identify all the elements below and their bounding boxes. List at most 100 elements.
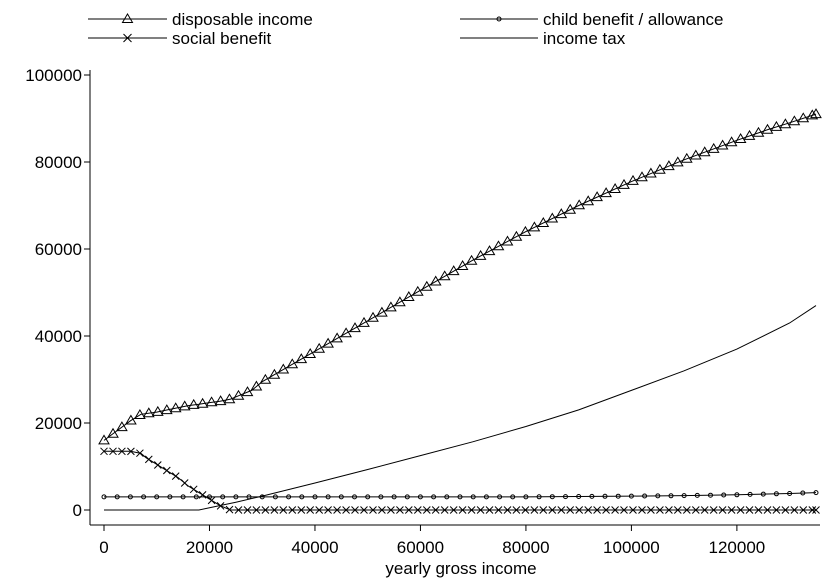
x-axis-label: yearly gross income [385,559,536,578]
data-point-social-benefit [467,506,476,514]
data-point-social-benefit [198,491,207,499]
data-point-disposable-income [241,386,254,397]
data-point-disposable-income [582,195,595,206]
data-point-social-benefit [772,506,781,514]
y-tick-label: 60000 [35,240,82,259]
data-point-disposable-income [654,163,666,174]
data-point-disposable-income [573,199,586,210]
data-point-social-benefit [180,479,189,487]
data-point-child-benefit-allowance [602,493,608,499]
y-tick-label: 80000 [35,153,82,172]
data-point-social-benefit [261,506,270,514]
data-point-social-benefit [351,506,359,514]
data-point-child-benefit-allowance [576,494,582,499]
series-social-benefit [100,447,820,514]
data-point-child-benefit-allowance [483,494,489,500]
data-point-disposable-income [411,285,424,296]
data-point-disposable-income [385,301,397,312]
data-point-disposable-income [645,167,657,178]
y-tick-label: 100000 [25,66,82,85]
y-ticks: 0 20000 40000 60000 80000 100000 [25,66,90,520]
data-point-social-benefit [682,506,691,514]
data-point-child-benefit-allowance [141,494,147,500]
data-point-child-benefit-allowance [457,494,463,500]
data-point-social-benefit [593,506,601,514]
data-point-social-benefit [781,506,790,514]
data-point-social-benefit [449,506,458,514]
series-line-child-benefit-allowance [104,492,817,498]
data-point-social-benefit [342,506,350,514]
data-point-child-benefit-allowance [365,494,371,500]
data-point-social-benefit [127,447,135,456]
data-point-social-benefit [790,506,799,514]
data-point-disposable-income [196,397,209,408]
data-point-social-benefit [485,506,494,514]
data-point-disposable-income [134,409,146,419]
data-point-social-benefit [171,472,180,480]
data-point-social-benefit [503,506,512,514]
data-point-disposable-income [618,178,630,189]
legend-marker-social-benefit [123,33,132,43]
legend-marker-child-benefit [496,16,502,22]
data-point-child-benefit-allowance [444,494,450,500]
axes [89,70,820,526]
data-point-disposable-income [564,203,577,214]
data-point-social-benefit [718,506,727,514]
data-point-disposable-income [510,230,523,241]
data-point-disposable-income [178,400,191,411]
data-point-social-benefit [602,506,610,514]
data-point-social-benefit [709,506,718,514]
data-point-disposable-income [232,389,245,400]
data-point-social-benefit [476,506,485,514]
data-point-child-benefit-allowance [193,494,199,500]
data-point-disposable-income [636,171,648,182]
data-point-disposable-income [259,373,272,384]
data-point-child-benefit-allowance [747,491,753,497]
series-group [98,108,822,514]
data-point-social-benefit [118,447,126,456]
data-point-disposable-income [474,249,487,260]
data-point-social-benefit [548,506,557,514]
data-point-social-benefit [745,506,754,514]
data-point-disposable-income [779,118,792,129]
data-point-social-benefit [808,506,817,514]
y-tick-label: 20000 [35,414,82,433]
data-point-disposable-income [367,311,379,322]
data-point-child-benefit-allowance [101,494,107,500]
data-point-social-benefit [584,506,593,514]
data-point-social-benefit [136,449,144,458]
data-point-social-benefit [673,506,682,514]
data-point-social-benefit [736,506,745,514]
data-point-child-benefit-allowance [800,490,806,496]
legend-label-disposable-income: disposable income [172,10,313,29]
data-point-child-benefit-allowance [681,493,687,499]
data-point-social-benefit [754,506,763,514]
data-point-child-benefit-allowance [708,492,713,498]
data-point-social-benefit [422,506,431,514]
data-point-social-benefit [530,506,539,514]
data-point-disposable-income [169,402,182,413]
data-point-disposable-income [331,332,343,343]
data-point-social-benefit [207,496,216,505]
legend: disposable income social benefit child b… [88,10,724,48]
data-point-disposable-income [519,225,532,236]
data-point-social-benefit [620,506,628,514]
data-point-social-benefit [647,506,655,514]
data-point-child-benefit-allowance [114,494,120,500]
data-point-child-benefit-allowance [642,493,648,499]
data-point-social-benefit [270,506,279,514]
data-point-child-benefit-allowance [233,494,239,500]
data-point-disposable-income [304,348,317,358]
data-point-social-benefit [144,455,153,464]
data-point-disposable-income [160,404,173,415]
data-point-social-benefit [252,506,261,514]
data-point-child-benefit-allowance [549,494,555,500]
data-point-disposable-income [698,146,711,157]
data-point-child-benefit-allowance [813,490,819,496]
data-point-disposable-income [151,405,164,416]
data-point-social-benefit [288,506,297,514]
data-point-social-benefit [557,506,566,514]
data-point-disposable-income [142,407,155,418]
data-point-child-benefit-allowance [286,494,292,500]
series-income-tax [104,305,817,511]
